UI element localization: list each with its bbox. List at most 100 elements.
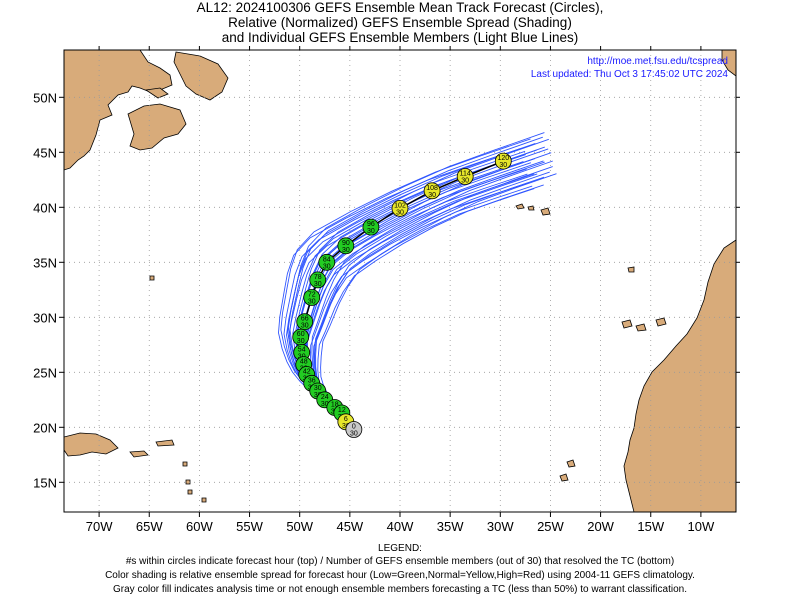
forecast-circle [391, 199, 409, 217]
lon-label: 15W [637, 519, 664, 534]
forecast-circle [345, 421, 363, 438]
hispaniola-land [64, 432, 119, 457]
bermuda-land [149, 275, 155, 281]
lat-label: 15N [33, 475, 57, 490]
forecast-circle [362, 218, 380, 236]
iberia-land [721, 50, 736, 77]
forecast-point: 030 [345, 421, 363, 438]
member-count: 30 [499, 162, 507, 169]
member-count: 30 [323, 263, 331, 270]
member-count: 30 [308, 299, 316, 306]
lat-label: 40N [33, 200, 57, 215]
forecast-hour: 42 [303, 369, 311, 376]
forecast-circle [296, 313, 314, 331]
legend-line-3: Gray color fill indicates analysis time … [113, 584, 687, 595]
forecast-hour: 102 [394, 202, 406, 209]
member-count: 30 [350, 431, 358, 438]
member-count: 30 [314, 281, 322, 288]
forecast-circle [494, 152, 512, 170]
lon-label: 10W [688, 519, 715, 534]
forecast-hour: 60 [297, 331, 305, 338]
lat-label: 50N [33, 90, 57, 105]
member-count: 30 [342, 247, 350, 254]
lon-label: 60W [186, 519, 213, 534]
forecast-hour: 72 [308, 292, 316, 299]
axis-ticks [59, 46, 740, 517]
lat-label: 45N [33, 145, 57, 160]
forecast-circle [456, 168, 474, 185]
lon-label: 25W [537, 519, 564, 534]
forecast-hour: 54 [298, 347, 306, 354]
title-line-1: AL12: 2024100306 GEFS Ensemble Mean Trac… [196, 0, 604, 15]
forecast-hour: 84 [323, 256, 331, 263]
lon-label: 50W [286, 519, 313, 534]
member-count: 30 [396, 209, 404, 216]
lat-label: 35N [33, 255, 57, 270]
azores-land [515, 203, 551, 216]
forecast-hour: 66 [301, 316, 309, 323]
member-count: 30 [297, 338, 305, 345]
forecast-hour: 90 [342, 240, 350, 247]
title-line-3: and Individual GEFS Ensemble Members (Li… [221, 30, 579, 45]
legend-line-2: Color shading is relative ensemble sprea… [105, 570, 695, 581]
forecast-hour: 120 [497, 155, 509, 162]
madeira-land [627, 266, 635, 273]
legend-line-1: #s within circles indicate forecast hour… [125, 556, 675, 567]
lat-label: 20N [33, 420, 57, 435]
forecast-hour: 48 [300, 359, 308, 366]
puerto-rico-land [129, 450, 149, 458]
forecast-hour: 0 [352, 424, 356, 431]
axis-labels: 70W 65W 60W 55W 50W 45W 40W 35W 30W 25W 20W 15W 10W 5… [33, 90, 715, 534]
lesser-antilles-land [182, 461, 207, 503]
forecast-hour: 12 [338, 407, 346, 414]
forecast-circle [337, 237, 355, 255]
forecast-hour: 78 [314, 274, 322, 281]
lon-label: 35W [437, 519, 464, 534]
forecast-hour: 18 [331, 402, 339, 409]
lon-label: 55W [236, 519, 263, 534]
lat-label: 30N [33, 310, 57, 325]
nova-scotia-land [127, 103, 187, 151]
lon-label: 30W [487, 519, 514, 534]
forecast-hour: 36 [308, 377, 316, 384]
last-updated: Last updated: Thu Oct 3 17:45:02 UTC 202… [531, 69, 729, 80]
lon-label: 45W [336, 519, 363, 534]
lon-label: 70W [86, 519, 113, 534]
canary-islands-land [621, 317, 667, 332]
title-line-2: Relative (Normalized) GEFS Ensemble Spre… [228, 15, 572, 30]
member-count: 30 [321, 401, 329, 408]
cape-verde-land [559, 459, 576, 482]
forecast-hour: 96 [367, 221, 375, 228]
member-count: 30 [301, 323, 309, 330]
lon-label: 65W [136, 519, 163, 534]
member-count: 30 [342, 423, 350, 430]
member-count: 30 [461, 178, 469, 185]
lon-label: 20W [587, 519, 614, 534]
virgin-islands-land [155, 439, 175, 447]
forecast-hour: 24 [321, 394, 329, 401]
africa-land [623, 239, 736, 512]
newfoundland-land [173, 51, 229, 101]
forecast-circle [309, 271, 327, 289]
member-count: 30 [428, 192, 436, 199]
forecast-circle [318, 253, 336, 271]
forecast-hour: 30 [314, 385, 322, 392]
member-count: 30 [367, 228, 375, 235]
lat-label: 25N [33, 365, 57, 380]
credit-url[interactable]: http://moe.met.fsu.edu/tcspread [587, 56, 728, 67]
pei-land [144, 87, 169, 99]
forecast-circle [303, 289, 321, 306]
forecast-hour: 108 [426, 185, 438, 192]
